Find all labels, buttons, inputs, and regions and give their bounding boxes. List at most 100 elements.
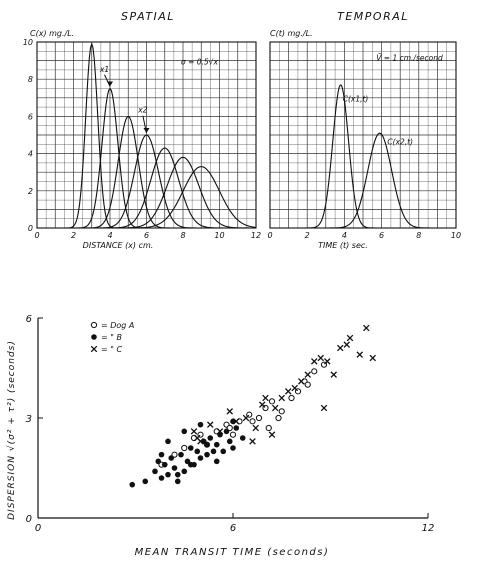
scatter-point-b [142,478,149,485]
scatter-point-a [311,368,318,375]
scatter-point-c [271,404,279,412]
scatter-point-b [187,461,194,468]
temporal-xtick-label: 6 [379,231,384,240]
scatter-point-c [232,418,240,425]
scatter-point-b [168,455,175,461]
scatter-point-b [223,428,230,435]
scatter-point-b [239,435,246,441]
scatter-point-a [226,424,233,432]
spatial-annotation-arrowhead [143,128,150,133]
scatter-point-b [233,425,240,431]
scatter-ylabel: DISPERSION √(σ² + τ²) (seconds) [6,340,17,520]
scatter-point-c [317,354,325,362]
spatial-ytick-label: 4 [28,150,33,159]
scatter-point-b [178,451,184,458]
legend-label-c: = " C [101,345,122,354]
scatter-point-c [252,424,260,432]
scatter-point-c [226,408,234,415]
scatter-ytick-label: 3 [26,414,32,425]
spatial-ylabel: C(x) mg./L. [30,29,74,38]
scatter-point-a [249,418,256,425]
spatial-xtick-label: 6 [144,231,149,240]
scatter-point-b [165,438,171,445]
spatial-ytick-label: 2 [28,187,33,196]
temporal-title: TEMPORAL [337,10,409,23]
spatial-ticks: 0 2 4 6 8 10 12 0 2 4 6 8 10 [23,38,261,240]
spatial-xtick-label: 4 [107,231,112,240]
scatter-point-a [278,408,285,415]
temporal-curve-2 [270,132,456,229]
scatter-point-c [258,401,266,408]
scatter-point-c [346,334,354,342]
spatial-xtick-label: 0 [34,231,39,240]
scatter-point-b [204,451,210,458]
legend-marker-c [90,345,98,353]
scatter-point-c [336,344,344,352]
temporal-annotation-2: C(x1,t) [343,95,369,104]
spatial-annotation-1: σ = 0.5√x [181,57,219,66]
scatter-point-b [171,465,178,471]
spatial-annotation-3: x2 [137,106,147,115]
scatter-point-a [181,444,188,452]
scatter-legend: = Dog A = " B = " C [90,321,134,354]
scatter-points [129,324,377,488]
scatter-point-c [297,378,305,385]
scatter-point-b [158,451,165,458]
scatter-point-a [265,424,272,432]
spatial-curves [37,42,257,229]
spatial-xlabel: DISTANCE (x) cm. [83,241,154,250]
temporal-xtick-label: 4 [342,231,347,240]
spatial-ytick-label: 8 [28,75,33,84]
scatter-point-b [197,455,204,461]
scatter-point-b [152,468,158,475]
scatter-point-b [161,461,168,468]
scatter-point-a [229,431,237,438]
spatial-ytick-label: 6 [28,112,33,121]
scatter-point-c [343,341,351,348]
temporal-xtick-label: 2 [305,231,310,240]
scatter-point-c [330,371,338,378]
temporal-xtick-label: 8 [416,231,421,240]
spatial-curve-7 [37,166,257,229]
scatter-ytick-label: 0 [26,514,32,525]
scatter-point-b [226,438,233,445]
temporal-ticks: 0 2 4 6 8 10 [267,231,461,240]
scatter-point-b [129,481,136,488]
scatter-point-c [362,324,370,332]
scatter-point-c [284,388,292,395]
scatter-point-c [268,431,276,438]
scatter-point-c [249,438,256,445]
temporal-annotation-3: C(x2,t) [387,137,413,146]
legend-marker-b [91,334,97,340]
scatter-point-b [187,445,194,451]
scatter-xlabel: MEAN TRANSIT TIME (seconds) [135,547,330,558]
scatter-point-c [304,371,312,378]
spatial-annotation-2: x1 [99,65,109,74]
scatter-point-b [210,448,217,455]
spatial-xtick-label: 10 [214,231,224,240]
scatter-ticks: 0 6 12 0 3 6 [26,314,435,534]
scatter-point-c [291,384,299,392]
spatial-xtick-label: 2 [71,231,76,240]
temporal-axes [269,41,457,229]
temporal-frame [269,41,457,229]
scatter-point-b [158,475,165,481]
scatter-point-b [197,421,204,428]
scatter-ytick-label: 6 [26,314,32,325]
scatter-xtick-label: 6 [230,523,236,534]
scatter-point-b [174,471,181,478]
scatter-point-b [165,471,171,478]
scatter-point-a [171,451,178,458]
scatter-point-c [190,428,198,435]
scatter-point-c [310,358,318,365]
temporal-curves [270,84,456,229]
spatial-annotations: σ = 0.5√x x1 x2 [99,57,219,134]
scatter-point-c [193,434,201,442]
spatial-ytick-label: 0 [28,224,33,233]
spatial-annotation-arrowhead [107,81,113,87]
scatter-point-b [194,448,201,455]
temporal-xlabel: TIME (t) sec. [318,241,368,250]
scatter-point-b [207,435,214,441]
scatter-point-c [356,351,364,358]
